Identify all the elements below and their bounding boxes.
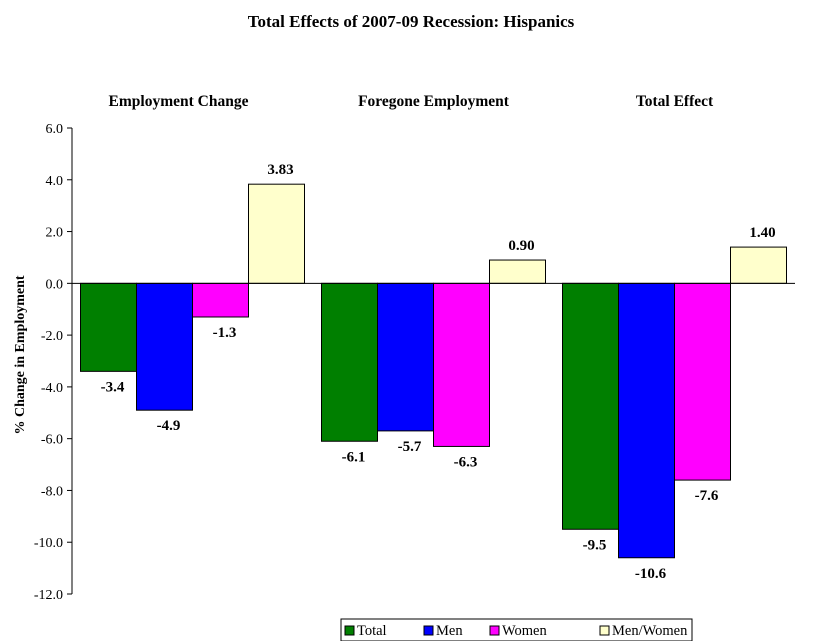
data-label: -10.6 (635, 566, 667, 582)
data-labels: -3.4 -4.9 -1.3 3.83 -6.1 -5.7 -6.3 0.90 -9.5 -10.… (101, 162, 776, 582)
legend-label: Men/Women (612, 623, 688, 639)
data-label: -4.9 (157, 418, 181, 434)
legend-label: Total (357, 623, 387, 639)
bar-men (136, 282, 193, 411)
y-tick-label: -2.0 (41, 329, 63, 344)
category-label: Foregone Employment (358, 93, 510, 110)
y-axis-ticks: 6.0 4.0 2.0 0.0 -2.0 -4.0 -6.0 -8.0 -10.0 -12.0 (34, 122, 72, 603)
bar-total (80, 282, 137, 372)
data-label: -1.3 (213, 325, 237, 341)
data-label: -7.6 (695, 488, 719, 504)
y-tick-label: -10.0 (34, 536, 63, 551)
category-label: Employment Change (109, 93, 249, 110)
y-axis-label: % Change in Employment (13, 275, 28, 434)
bar-total (321, 282, 378, 442)
legend-swatch (599, 625, 610, 636)
legend-label: Men (436, 623, 463, 639)
legend: Total Men Women Men/Women (340, 618, 693, 641)
bar-men-women (730, 246, 787, 284)
bar-women (192, 282, 249, 318)
legend-label: Women (502, 623, 547, 639)
legend-swatch (423, 625, 434, 636)
y-tick-label: 2.0 (46, 226, 64, 241)
category-label: Total Effect (636, 93, 714, 110)
bar-women (674, 282, 731, 481)
data-label: 1.40 (749, 225, 775, 241)
bar-men-women (248, 183, 305, 284)
y-tick-label: 6.0 (46, 122, 64, 137)
y-tick-label: 4.0 (46, 174, 64, 189)
bar-men-women (489, 259, 546, 284)
data-label: 0.90 (508, 238, 534, 254)
y-tick-label: -4.0 (41, 381, 63, 396)
bars (80, 183, 787, 559)
data-label: -3.4 (101, 379, 125, 395)
data-label: -6.3 (454, 454, 478, 470)
legend-swatch (489, 625, 500, 636)
data-label: 3.83 (267, 162, 293, 178)
y-tick-label: -8.0 (41, 484, 63, 499)
y-tick-label: -12.0 (34, 588, 63, 603)
bar-men (377, 282, 434, 432)
category-labels: Employment Change Foregone Employment Tota… (109, 93, 714, 110)
bar-women (433, 282, 490, 447)
y-tick-label: -6.0 (41, 433, 63, 448)
chart-title: Total Effects of 2007-09 Recession: Hisp… (248, 12, 575, 31)
bar-total (562, 282, 619, 530)
bar-men (618, 282, 675, 559)
y-tick-label: 0.0 (46, 277, 64, 292)
data-label: -5.7 (398, 439, 422, 455)
data-label: -9.5 (583, 537, 607, 553)
legend-swatch (344, 625, 355, 636)
data-label: -6.1 (342, 449, 366, 465)
